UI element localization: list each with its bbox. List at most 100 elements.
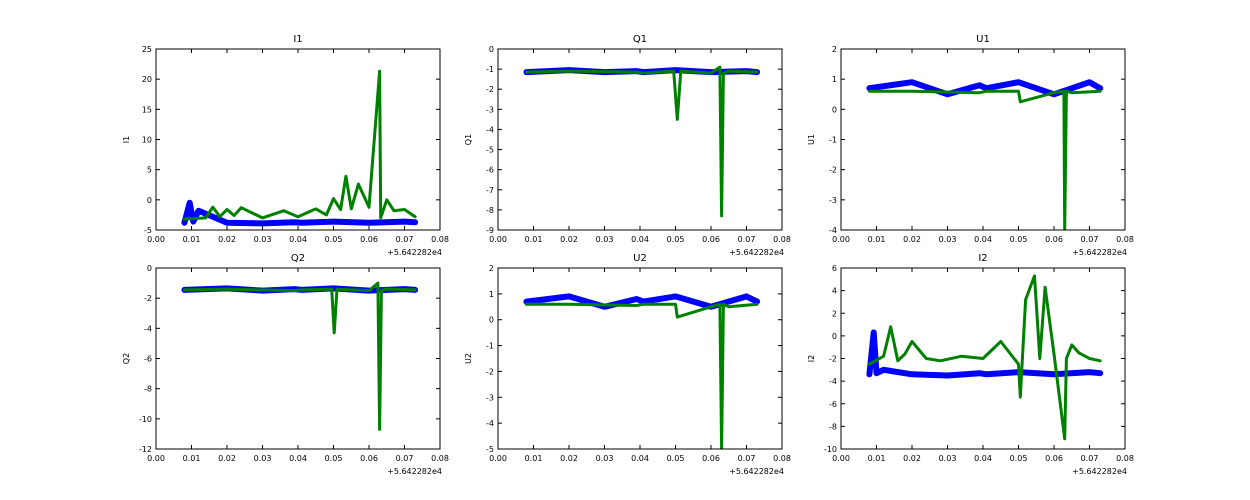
y-tick-label: -1 — [829, 136, 837, 145]
series-trace-blue — [869, 81, 1101, 96]
x-tick-label: 0.00 — [147, 235, 165, 244]
x-tick-label: 0.01 — [183, 235, 201, 244]
plot-area — [841, 49, 1125, 230]
x-tick-label: 0.04 — [974, 235, 992, 244]
y-tick-label: -9 — [486, 226, 494, 235]
x-tick-label: 0.08 — [773, 454, 791, 463]
x-tick-label: 0.08 — [1116, 235, 1134, 244]
y-tick-label: -2 — [829, 355, 837, 364]
y-tick-label: -4 — [829, 377, 837, 386]
y-tick-label: -5 — [486, 445, 494, 454]
y-tick-label: -6 — [486, 166, 494, 175]
x-tick-label: 0.00 — [489, 454, 507, 463]
y-tick-label: 2 — [832, 45, 837, 54]
series-group — [181, 281, 419, 431]
x-tick-label: 0.00 — [489, 235, 507, 244]
x-tick-label: 0.07 — [396, 454, 414, 463]
x-offset-label: +5.642282e4 — [1072, 467, 1127, 476]
x-tick-label: 0.08 — [773, 235, 791, 244]
y-tick-label: -1 — [486, 342, 494, 351]
x-tick-label: 0.06 — [1045, 454, 1063, 463]
x-tick-label: 0.04 — [289, 454, 307, 463]
x-tick-label: 0.00 — [832, 454, 850, 463]
subplot-i2: 0.00 0.01 0.02 0.03 0.04 0.05 0.06 0.07 0.08 -10 -… — [807, 253, 1134, 476]
x-tick-label: 0.00 — [147, 454, 165, 463]
series-group — [181, 69, 419, 227]
x-tick-label: 0.06 — [702, 235, 720, 244]
x-offset-label: +5.642282e4 — [729, 467, 784, 476]
x-tick-label: 0.01 — [183, 454, 201, 463]
y-axis-label: Q2 — [122, 353, 131, 364]
plot-area — [156, 268, 440, 449]
y-tick-label: -2 — [144, 294, 152, 303]
x-tick-label: 0.05 — [325, 454, 343, 463]
x-tick-label: 0.07 — [738, 235, 756, 244]
x-tick-label: 0.01 — [525, 454, 543, 463]
y-tick-label: -8 — [486, 206, 494, 215]
y-tick-label: 0 — [489, 316, 494, 325]
y-tick-label: -6 — [829, 400, 837, 409]
subplot-u2: 0.00 0.01 0.02 0.03 0.04 0.05 0.06 0.07 0.08 -5 -4… — [464, 253, 791, 476]
y-tick-label: 1 — [832, 75, 837, 84]
y-tick-label: 5 — [147, 166, 152, 175]
x-tick-label: 0.05 — [325, 235, 343, 244]
x-tick-label: 0.07 — [1081, 454, 1099, 463]
subplot-u1: 0.00 0.01 0.02 0.03 0.04 0.05 0.06 0.07 0.08 -4 -3… — [807, 34, 1134, 257]
x-tick-label: 0.03 — [939, 235, 957, 244]
subplot-q2: 0.00 0.01 0.02 0.03 0.04 0.05 0.06 0.07 0.08 -12 -… — [122, 253, 449, 476]
y-tick-label: 15 — [142, 105, 152, 114]
subplot-title: U2 — [633, 253, 647, 264]
x-tick-label: 0.04 — [289, 235, 307, 244]
x-tick-label: 0.01 — [868, 235, 886, 244]
y-tick-label: 2 — [489, 264, 494, 273]
x-tick-label: 0.03 — [596, 235, 614, 244]
x-tick-label: 0.05 — [1010, 235, 1028, 244]
series-trace-green — [184, 71, 416, 220]
series-trace-green — [184, 281, 416, 430]
x-tick-label: 0.05 — [667, 235, 685, 244]
y-tick-label: -2 — [486, 367, 494, 376]
x-tick-label: 0.08 — [1116, 454, 1134, 463]
x-tick-label: 0.04 — [631, 454, 649, 463]
y-tick-label: 0 — [832, 332, 837, 341]
y-tick-label: 20 — [142, 75, 152, 84]
y-tick-label: -2 — [829, 166, 837, 175]
y-tick-label: 4 — [832, 287, 837, 296]
series-group — [866, 79, 1104, 230]
y-tick-label: -6 — [144, 355, 152, 364]
y-axis-label: I1 — [122, 136, 131, 143]
subplot-q1: 0.00 0.01 0.02 0.03 0.04 0.05 0.06 0.07 0.08 -9 -8… — [464, 34, 791, 257]
plot-area — [156, 49, 440, 230]
y-tick-label: -10 — [139, 415, 152, 424]
y-tick-label: -4 — [829, 226, 837, 235]
y-tick-label: -1 — [486, 65, 494, 74]
x-offset-label: +5.642282e4 — [387, 467, 442, 476]
x-offset-label: +5.642282e4 — [1072, 248, 1127, 257]
series-trace-blue — [526, 295, 758, 308]
y-axis-label: U2 — [464, 353, 473, 364]
x-tick-label: 0.02 — [560, 235, 578, 244]
y-axis-label: Q1 — [464, 134, 473, 145]
y-tick-label: -8 — [829, 422, 837, 431]
series-group — [866, 274, 1104, 441]
x-tick-label: 0.05 — [667, 454, 685, 463]
y-tick-label: -4 — [486, 419, 494, 428]
series-trace-green — [869, 90, 1101, 229]
y-tick-label: 1 — [489, 290, 494, 299]
x-tick-label: 0.03 — [596, 454, 614, 463]
x-tick-label: 0.00 — [832, 235, 850, 244]
series-group — [523, 293, 761, 449]
x-tick-label: 0.03 — [254, 235, 272, 244]
y-tick-label: -4 — [486, 125, 494, 134]
subplot-title: Q1 — [633, 34, 647, 45]
x-tick-label: 0.02 — [218, 235, 236, 244]
x-tick-label: 0.02 — [903, 235, 921, 244]
subplot-title: I2 — [978, 253, 987, 264]
y-tick-label: -5 — [486, 146, 494, 155]
x-tick-label: 0.01 — [525, 235, 543, 244]
y-tick-label: 0 — [489, 45, 494, 54]
y-tick-label: 0 — [832, 105, 837, 114]
subplot-title: U1 — [976, 34, 990, 45]
y-tick-label: 6 — [832, 264, 837, 273]
